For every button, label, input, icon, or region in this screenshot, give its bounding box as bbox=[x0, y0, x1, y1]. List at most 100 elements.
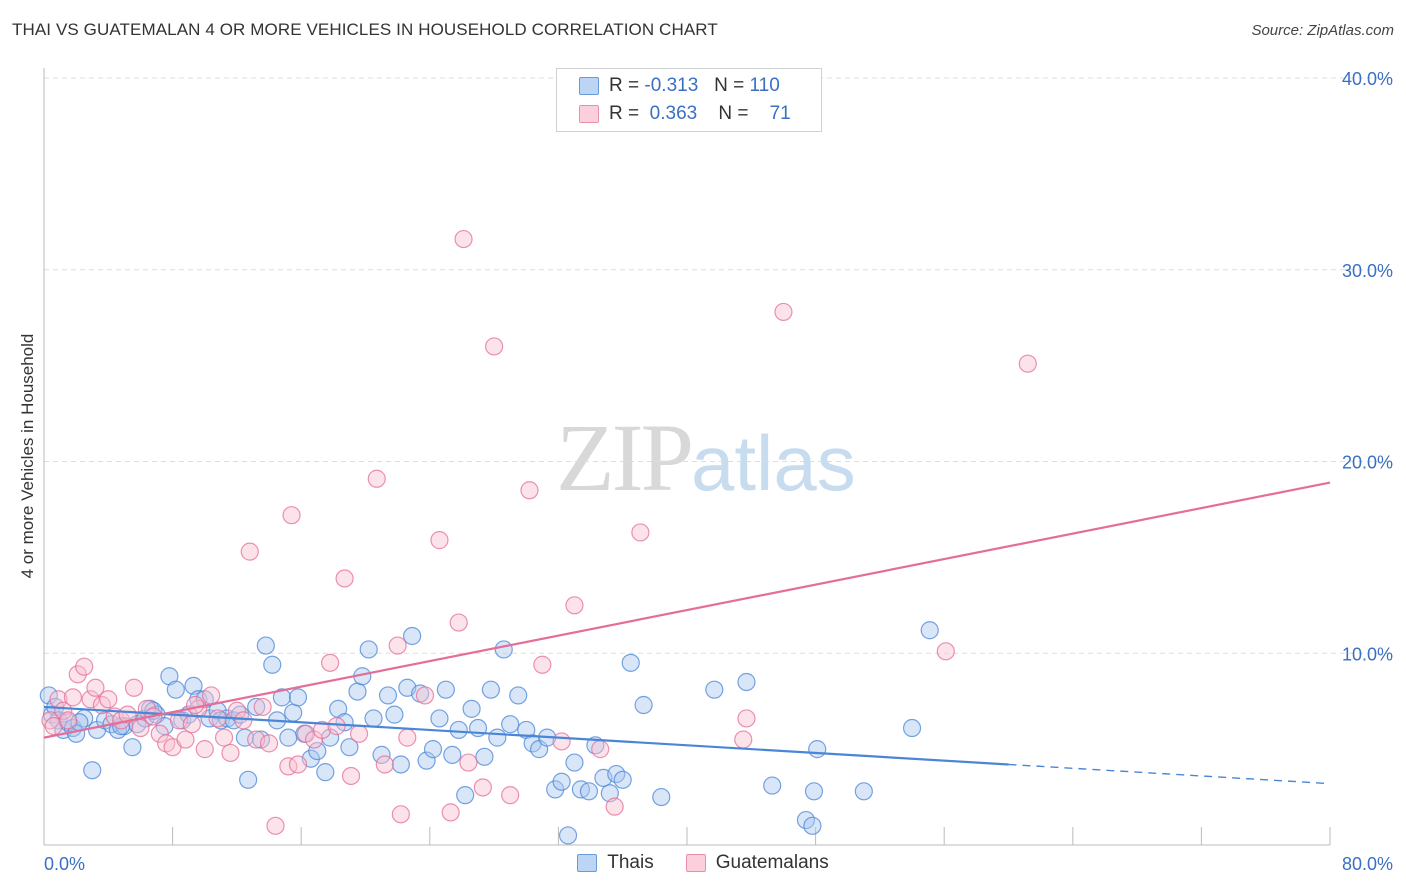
data-point-thais bbox=[378, 686, 398, 705]
data-point-thais bbox=[359, 640, 378, 659]
series-swatch-thais bbox=[577, 854, 598, 872]
data-point-thais bbox=[256, 636, 275, 655]
data-point-guatemalans bbox=[59, 711, 78, 730]
data-point-guatemalans bbox=[501, 786, 520, 805]
data-point-guatemalans bbox=[54, 701, 73, 720]
data-point-guatemalans bbox=[234, 711, 253, 730]
data-point-guatemalans bbox=[195, 740, 214, 759]
trend-extension-thais bbox=[1008, 763, 1331, 785]
data-point-guatemalans bbox=[591, 740, 610, 759]
data-point-guatemalans bbox=[341, 766, 361, 786]
data-point-guatemalans bbox=[186, 695, 205, 715]
data-point-thais bbox=[279, 728, 298, 747]
series-label-guatemalans: Guatemalans bbox=[715, 852, 829, 873]
data-point-thais bbox=[920, 621, 939, 640]
data-point-guatemalans bbox=[240, 542, 259, 561]
x-tick-label-max: 80.0% bbox=[1342, 854, 1393, 874]
watermark: ZIPatlas bbox=[556, 402, 856, 513]
data-point-guatemalans bbox=[75, 657, 94, 676]
data-point-guatemalans bbox=[391, 805, 410, 824]
data-point-guatemalans bbox=[388, 636, 407, 655]
data-point-thais bbox=[364, 709, 383, 728]
data-point-guatemalans bbox=[375, 755, 394, 774]
data-point-guatemalans bbox=[253, 697, 272, 717]
data-point-thais bbox=[417, 751, 436, 770]
data-point-guatemalans bbox=[441, 803, 460, 822]
data-point-guatemalans bbox=[41, 711, 60, 730]
data-point-guatemalans bbox=[312, 720, 332, 740]
series-legend-thais[interactable]: Thais bbox=[577, 852, 654, 874]
data-point-thais bbox=[443, 745, 462, 764]
data-point-thais bbox=[423, 740, 443, 759]
legend-n-value-thais: 110 bbox=[749, 75, 780, 96]
data-point-guatemalans bbox=[533, 655, 552, 674]
data-point-guatemalans bbox=[367, 469, 386, 488]
data-point-thais bbox=[403, 626, 422, 646]
data-point-thais bbox=[565, 753, 584, 772]
y-tick-label: 20.0% bbox=[1342, 453, 1393, 473]
data-point-thais bbox=[239, 770, 258, 789]
data-point-thais bbox=[430, 709, 449, 728]
y-tick-label: 10.0% bbox=[1342, 644, 1393, 664]
source-label: Source: ZipAtlas.com bbox=[1251, 22, 1394, 39]
data-point-guatemalans bbox=[459, 753, 478, 772]
data-point-thais bbox=[475, 747, 494, 766]
series-legend: Thais Guatemalans bbox=[0, 852, 1406, 874]
trend-line-guatemalans bbox=[43, 481, 1331, 739]
correlation-legend: R = -0.313 N = 110 R = 0.363 N = 71 bbox=[556, 68, 822, 132]
data-point-thais bbox=[391, 755, 410, 774]
legend-n-label: N = bbox=[718, 103, 749, 124]
data-point-thais bbox=[284, 703, 303, 722]
data-point-guatemalans bbox=[415, 686, 435, 705]
data-point-thais bbox=[579, 782, 599, 801]
data-point-guatemalans bbox=[335, 569, 354, 588]
data-point-thais bbox=[902, 718, 922, 738]
legend-row-thais: R = -0.313 N = 110 bbox=[579, 74, 780, 98]
data-point-thais bbox=[509, 686, 528, 705]
data-point-guatemalans bbox=[936, 642, 955, 661]
watermark-atlas: atlas bbox=[691, 419, 856, 507]
legend-n-value-guatemalans: 71 bbox=[769, 103, 791, 124]
legend-n-label: N = bbox=[714, 75, 745, 96]
data-point-thais bbox=[166, 680, 185, 699]
series-legend-guatemalans[interactable]: Guatemalans bbox=[685, 852, 829, 874]
data-point-thais bbox=[83, 761, 102, 780]
data-point-guatemalans bbox=[737, 709, 756, 728]
data-point-guatemalans bbox=[430, 531, 449, 550]
data-point-thais bbox=[340, 738, 359, 757]
data-point-thais bbox=[854, 782, 873, 801]
data-point-thais bbox=[488, 728, 507, 747]
data-point-thais bbox=[481, 680, 500, 699]
data-point-guatemalans bbox=[221, 743, 240, 763]
data-point-thais bbox=[288, 688, 308, 707]
data-point-guatemalans bbox=[176, 730, 195, 749]
y-tick-label: 30.0% bbox=[1342, 261, 1393, 281]
data-point-thais bbox=[272, 688, 292, 707]
data-point-guatemalans bbox=[734, 730, 753, 749]
data-point-thais bbox=[552, 772, 571, 791]
legend-swatch-guatemalans bbox=[579, 105, 599, 123]
data-point-guatemalans bbox=[605, 797, 624, 816]
data-point-guatemalans bbox=[150, 724, 169, 743]
data-point-guatemalans bbox=[124, 678, 144, 697]
data-point-guatemalans bbox=[118, 705, 137, 724]
legend-r-label: R = bbox=[609, 103, 640, 124]
legend-row-guatemalans: R = 0.363 N = 71 bbox=[579, 102, 791, 126]
data-point-guatemalans bbox=[520, 481, 539, 500]
data-point-thais bbox=[316, 763, 335, 782]
data-point-thais bbox=[737, 672, 756, 692]
data-point-thais bbox=[705, 680, 724, 699]
data-point-thais bbox=[803, 816, 822, 835]
chart-title: THAI VS GUATEMALAN 4 OR MORE VEHICLES IN… bbox=[12, 20, 718, 39]
legend-r-label: R = bbox=[609, 75, 640, 96]
trend-line-thais bbox=[43, 705, 1009, 766]
data-point-guatemalans bbox=[214, 728, 234, 747]
series-swatch-guatemalans bbox=[685, 854, 706, 872]
data-point-guatemalans bbox=[631, 523, 650, 542]
data-point-guatemalans bbox=[1018, 354, 1037, 373]
data-point-thais bbox=[184, 676, 203, 695]
data-point-thais bbox=[494, 640, 513, 659]
y-tick-label: 40.0% bbox=[1342, 69, 1393, 89]
data-point-guatemalans bbox=[485, 337, 504, 356]
data-point-guatemalans bbox=[565, 596, 584, 615]
